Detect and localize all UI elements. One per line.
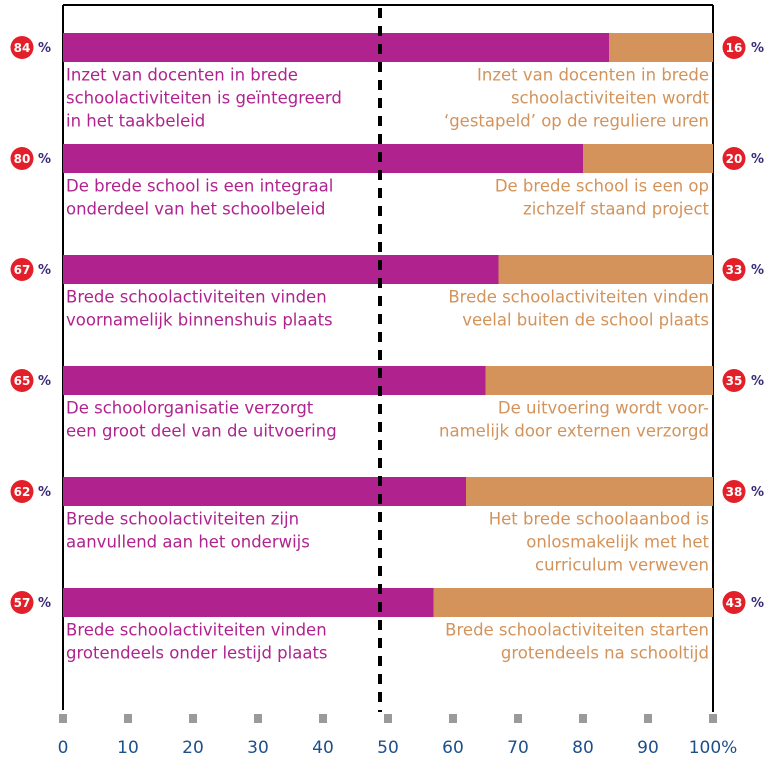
value-label: 20 <box>726 152 743 166</box>
badge-right <box>722 258 746 281</box>
unit: % <box>38 152 51 167</box>
value-label: 57 <box>14 596 31 610</box>
left-label: De schoolorganisatie verzorgt <box>66 399 314 418</box>
right-label: schoolactiviteiten wordt <box>511 89 710 108</box>
bar-left <box>63 477 466 506</box>
x-tick-label: 40 <box>312 738 334 758</box>
x-tick <box>579 714 587 723</box>
unit: % <box>751 41 764 56</box>
unit: % <box>751 152 764 167</box>
x-tick-label: 50 <box>377 738 399 758</box>
bar-right <box>466 477 713 506</box>
value-label: 84 <box>14 41 31 55</box>
bar-left <box>63 144 583 173</box>
unit: % <box>38 41 51 56</box>
left-label: schoolactiviteiten is geïntegreerd <box>66 89 342 108</box>
x-tick-label: 70 <box>507 738 529 758</box>
right-label: Brede schoolactiviteiten starten <box>445 621 709 640</box>
right-label: veelal buiten de school plaats <box>462 311 709 330</box>
x-tick <box>644 714 652 723</box>
badge-right <box>722 480 746 503</box>
value-label: 65 <box>14 374 31 388</box>
badge-left <box>10 36 34 59</box>
value-label: 67 <box>14 263 31 277</box>
right-label: curriculum verweven <box>535 556 709 575</box>
x-tick-label: 60 <box>442 738 464 758</box>
unit: % <box>38 596 51 611</box>
badge-left <box>10 369 34 392</box>
x-tick-label: 0 <box>58 738 69 758</box>
left-label: grotendeels onder lestijd plaats <box>66 644 328 663</box>
x-tick-label: 20 <box>182 738 204 758</box>
x-tick-label: 100% <box>689 738 738 758</box>
unit: % <box>751 263 764 278</box>
x-tick <box>59 714 67 723</box>
right-label: Inzet van docenten in brede <box>477 66 709 85</box>
bar-left <box>63 366 486 395</box>
right-label: ‘gestapeld’ op de reguliere uren <box>444 112 709 131</box>
left-label: in het taakbeleid <box>66 112 205 131</box>
unit: % <box>751 485 764 500</box>
x-tick <box>319 714 327 723</box>
badge-left <box>10 591 34 614</box>
bar-left <box>63 255 499 284</box>
x-tick-label: 80 <box>572 738 594 758</box>
x-tick-label: 90 <box>637 738 659 758</box>
unit: % <box>751 374 764 389</box>
left-label: Brede schoolactiviteiten vinden <box>66 621 327 640</box>
value-label: 80 <box>14 152 31 166</box>
left-label: Brede schoolactiviteiten vinden <box>66 288 327 307</box>
unit: % <box>751 596 764 611</box>
x-tick <box>514 714 522 723</box>
right-label: De uitvoering wordt voor- <box>498 399 709 418</box>
unit: % <box>38 485 51 500</box>
bar-right <box>498 255 713 284</box>
right-label: onlosmakelijk met het <box>526 533 709 552</box>
x-tick <box>709 714 717 723</box>
left-label: Inzet van docenten in brede <box>66 66 298 85</box>
bar-right <box>609 33 713 62</box>
value-label: 16 <box>726 41 743 55</box>
x-tick <box>384 714 392 723</box>
x-tick <box>124 714 132 723</box>
x-tick-label: 10 <box>117 738 139 758</box>
x-tick <box>449 714 457 723</box>
unit: % <box>38 374 51 389</box>
left-label: onderdeel van het schoolbeleid <box>66 200 326 219</box>
right-label: Brede schoolactiviteiten vinden <box>448 288 709 307</box>
badge-right <box>722 369 746 392</box>
left-label: voornamelijk binnenshuis plaats <box>66 311 333 330</box>
badge-left <box>10 147 34 170</box>
bar-right <box>433 588 713 617</box>
bar-right <box>485 366 713 395</box>
badge-right <box>722 147 746 170</box>
left-label: aanvullend aan het onderwijs <box>66 533 310 552</box>
value-label: 33 <box>726 263 743 277</box>
right-label: zichzelf staand project <box>523 200 709 219</box>
right-label: namelijk door externen verzorgd <box>439 422 709 441</box>
badge-right <box>722 36 746 59</box>
x-tick <box>254 714 262 723</box>
bar-left <box>63 588 434 617</box>
value-label: 35 <box>726 374 743 388</box>
badge-left <box>10 258 34 281</box>
left-label: een groot deel van de uitvoering <box>66 422 337 441</box>
badge-left <box>10 480 34 503</box>
left-label: De brede school is een integraal <box>66 177 333 196</box>
unit: % <box>38 263 51 278</box>
right-label: grotendeels na schooltijd <box>501 644 709 663</box>
bar-right <box>583 144 713 173</box>
right-label: De brede school is een op <box>495 177 709 196</box>
badge-right <box>722 591 746 614</box>
value-label: 62 <box>14 485 31 499</box>
x-tick-label: 30 <box>247 738 269 758</box>
right-label: Het brede schoolaanbod is <box>489 510 709 529</box>
value-label: 43 <box>726 596 743 610</box>
value-label: 38 <box>726 485 743 499</box>
left-label: Brede schoolactiviteiten zijn <box>66 510 299 529</box>
bar-left <box>63 33 609 62</box>
x-tick <box>189 714 197 723</box>
